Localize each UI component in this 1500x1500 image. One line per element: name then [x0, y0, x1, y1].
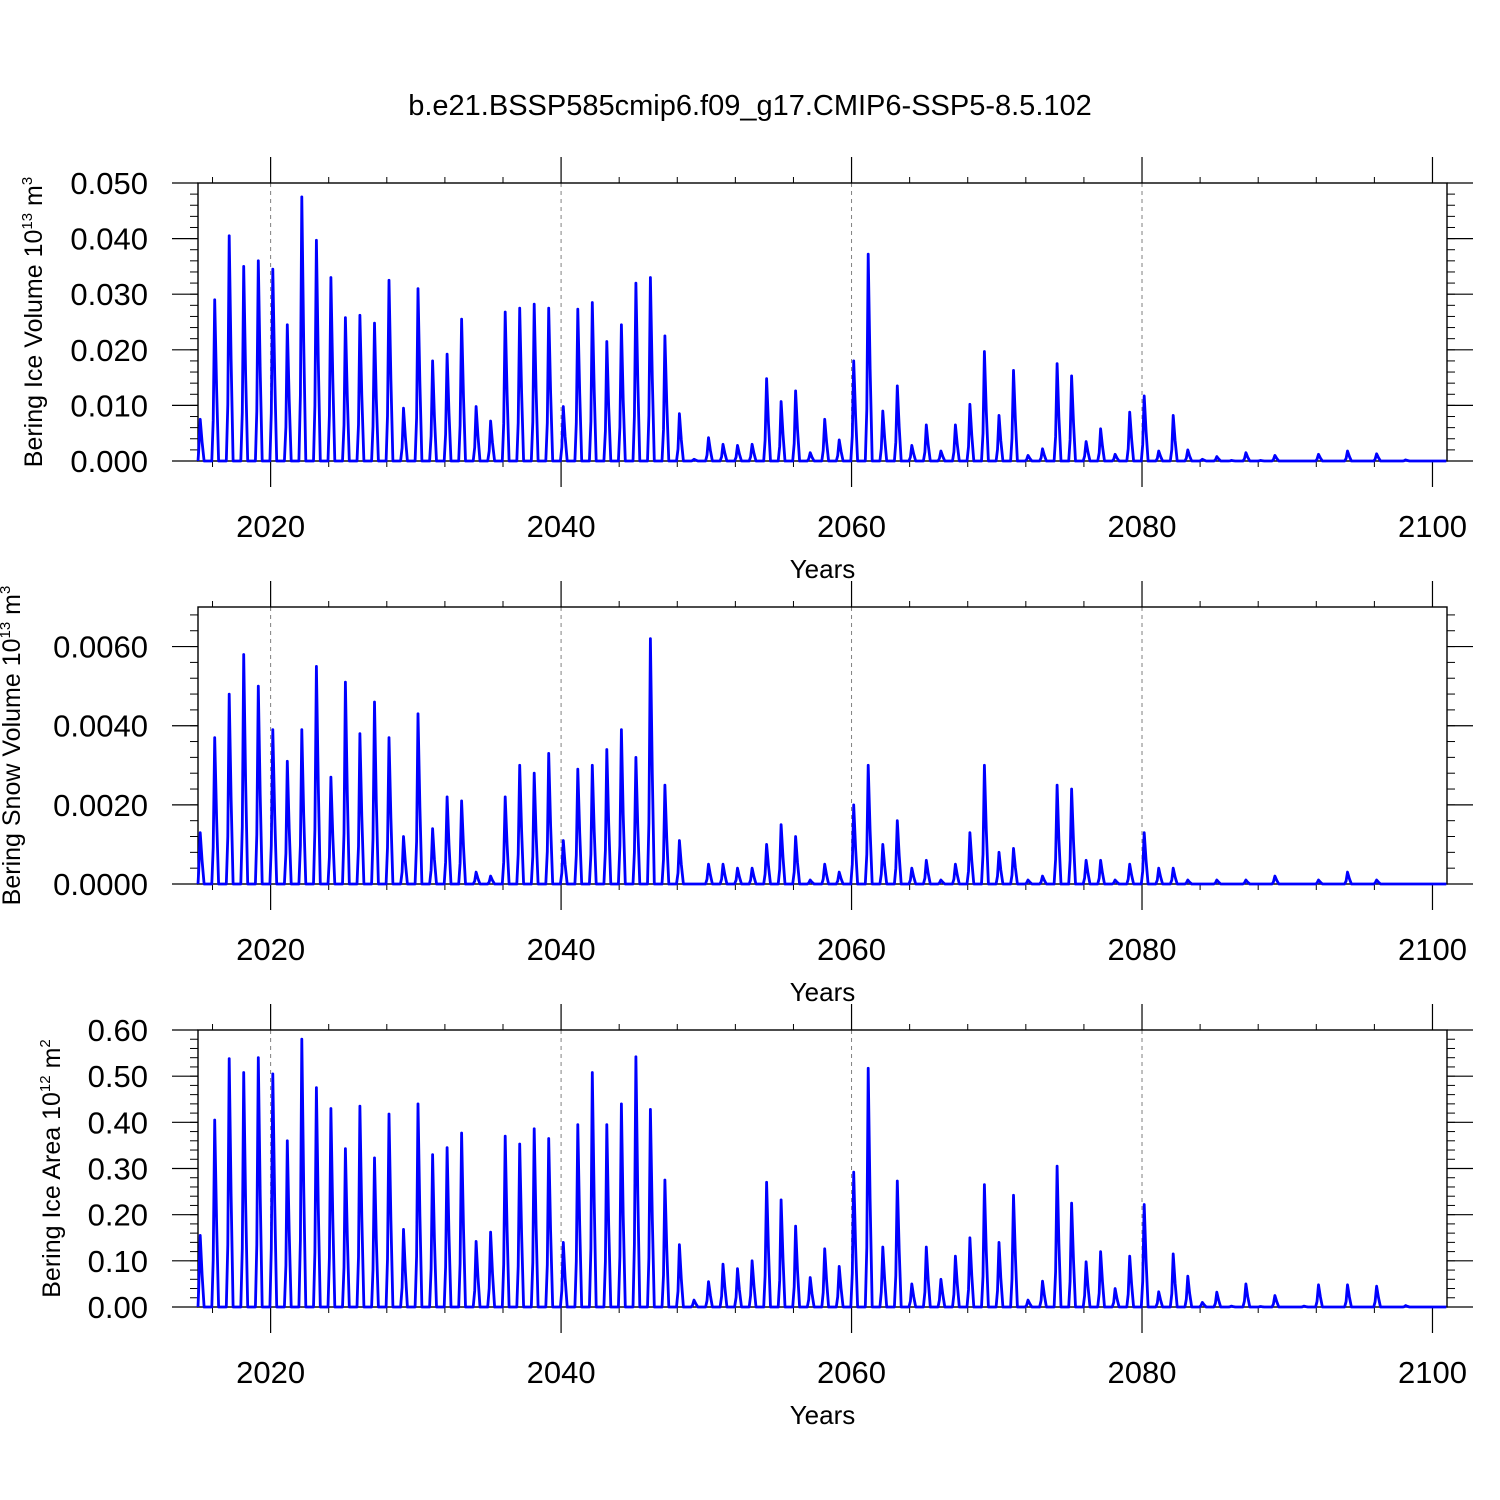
snow-volume-y-axis-label: Bering Snow Volume 1013 m3: [0, 586, 26, 906]
ice-volume-y-tick-label: 0.000: [70, 444, 148, 479]
ice-volume-y-tick-label: 0.040: [70, 222, 148, 257]
ice-area-x-tick-label: 2040: [527, 1355, 596, 1390]
snow-volume-axes-frame: [197, 606, 1448, 885]
ice-volume-axes-frame: [197, 182, 1448, 462]
ice-area-y-tick-label: 0.60: [88, 1013, 148, 1048]
snow-volume-y-tick-label: 0.0040: [53, 709, 148, 744]
ice-area-y-tick-label: 0.40: [88, 1105, 148, 1140]
panel-ice-volume: 0.000 0.010 0.020 0.030 0.040 0.050 2020 2040 20…: [19, 157, 1473, 584]
ice-area-series-line: [196, 1037, 1447, 1309]
ice-area-axes-frame: [197, 1029, 1448, 1308]
panel-snow-volume: 0.0000 0.0020 0.0040 0.0060 2020 2040 2060 2080…: [0, 581, 1473, 1007]
ice-area-y-tick-label: 0.10: [88, 1244, 148, 1279]
ice-area-y-axis-label: Bering Ice Area 1012 m2: [37, 1039, 66, 1298]
snow-volume-y-tick-label: 0.0020: [53, 788, 148, 823]
snow-volume-y-tick-label: 0.0060: [53, 630, 148, 665]
ice-volume-series-line: [196, 195, 1447, 463]
snow-volume-x-tick-label: 2060: [817, 932, 886, 967]
ice-area-x-tick-label: 2080: [1108, 1355, 1177, 1390]
ice-volume-y-tick-label: 0.020: [70, 333, 148, 368]
ice-volume-y-tick-label: 0.050: [70, 166, 148, 201]
ice-volume-x-tick-label: 2100: [1398, 509, 1467, 544]
ice-volume-x-tick-label: 2040: [527, 509, 596, 544]
snow-volume-x-tick-label: 2040: [527, 932, 596, 967]
ice-volume-y-axis-label: Bering Ice Volume 1013 m3: [19, 177, 48, 467]
ice-area-x-axis-label: Years: [790, 1400, 856, 1430]
ice-area-y-tick-label: 0.30: [88, 1152, 148, 1187]
ice-volume-y-tick-label: 0.030: [70, 277, 148, 312]
snow-volume-series-line: [196, 637, 1447, 886]
snow-volume-x-tick-label: 2020: [236, 932, 305, 967]
ice-volume-x-tick-label: 2060: [817, 509, 886, 544]
ice-area-x-tick-label: 2060: [817, 1355, 886, 1390]
ice-volume-x-tick-label: 2020: [236, 509, 305, 544]
ice-area-y-tick-label: 0.20: [88, 1198, 148, 1233]
snow-volume-y-tick-label: 0.0000: [53, 867, 148, 902]
ice-volume-x-tick-label: 2080: [1108, 509, 1177, 544]
ice-area-y-tick-label: 0.00: [88, 1290, 148, 1325]
figure-title: b.e21.BSSP585cmip6.f09_g17.CMIP6-SSP5-8.…: [408, 90, 1092, 122]
ice-area-x-tick-label: 2100: [1398, 1355, 1467, 1390]
snow-volume-x-axis-label: Years: [790, 977, 856, 1007]
ice-area-x-tick-label: 2020: [236, 1355, 305, 1390]
ice-area-y-tick-label: 0.50: [88, 1059, 148, 1094]
snow-volume-x-tick-label: 2100: [1398, 932, 1467, 967]
panel-ice-area: 0.00 0.10 0.20 0.30 0.40 0.50 0.60 2020 2040 2060…: [37, 1004, 1473, 1430]
ice-volume-y-tick-label: 0.010: [70, 388, 148, 423]
snow-volume-x-tick-label: 2080: [1108, 932, 1177, 967]
ice-volume-x-axis-label: Years: [790, 554, 856, 584]
